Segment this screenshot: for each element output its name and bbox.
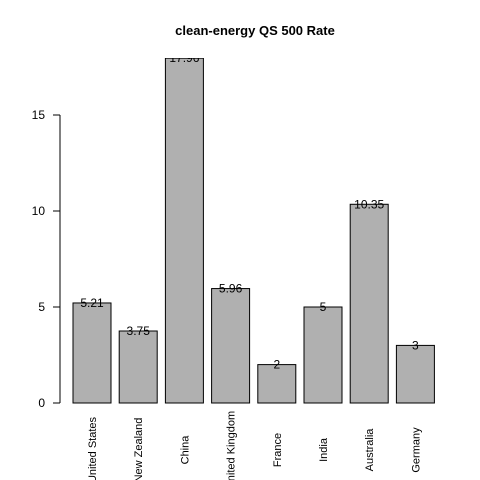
data-label: 3 xyxy=(412,338,419,352)
data-label: 17.96 xyxy=(169,51,199,65)
y-tick-label: 0 xyxy=(38,396,45,410)
bar xyxy=(164,58,204,404)
data-label: 5.96 xyxy=(219,282,243,296)
category-label: United States xyxy=(87,416,99,480)
bar xyxy=(349,203,389,404)
bar xyxy=(395,344,435,404)
category-label: France xyxy=(272,433,284,467)
bar xyxy=(72,302,112,404)
category-label: Germany xyxy=(410,427,422,473)
bar xyxy=(303,306,343,404)
chart-title: clean-energy QS 500 Rate xyxy=(175,23,335,38)
category-label: United Kingdom xyxy=(226,411,238,480)
y-tick-label: 5 xyxy=(38,300,45,314)
y-tick-label: 15 xyxy=(32,108,46,122)
y-tick-label: 10 xyxy=(32,204,46,218)
bar xyxy=(118,330,158,404)
data-label: 5 xyxy=(320,300,327,314)
data-label: 10.35 xyxy=(354,197,384,211)
bar xyxy=(257,364,297,404)
bars xyxy=(72,58,435,404)
category-label: India xyxy=(318,437,330,462)
y-axis: 0 5 10 15 xyxy=(32,108,61,410)
data-labels: 5.21 3.75 17.96 5.96 2 5 10.35 3 xyxy=(80,51,419,372)
data-label: 2 xyxy=(273,358,280,372)
x-axis-labels: United States New Zealand China United King… xyxy=(87,411,422,480)
category-label: Australia xyxy=(364,428,376,472)
bar xyxy=(211,288,251,404)
data-label: 5.21 xyxy=(80,296,104,310)
data-label: 3.75 xyxy=(127,324,151,338)
category-label: New Zealand xyxy=(133,418,145,480)
category-label: China xyxy=(179,435,191,465)
